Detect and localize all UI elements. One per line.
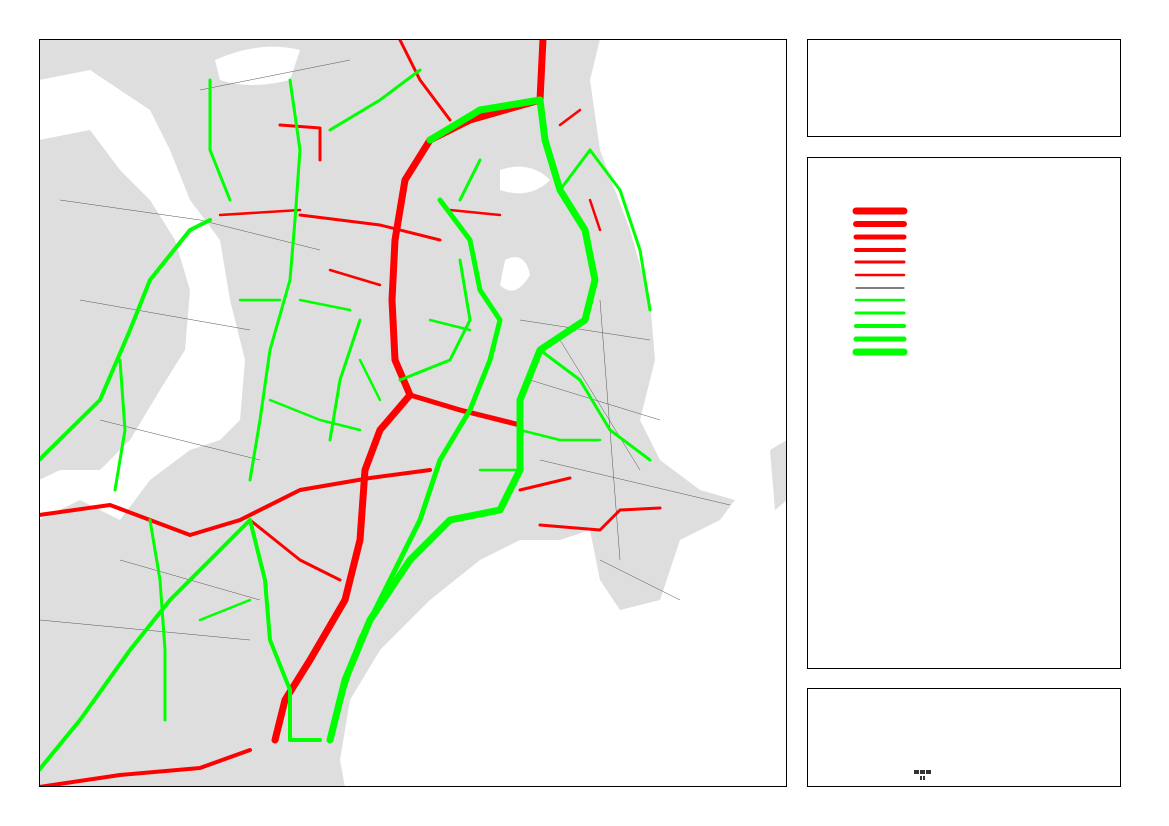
land-west-2 [39,130,190,480]
green-roads [39,68,652,772]
legend [852,207,908,356]
map-frame [39,39,787,787]
island [770,440,787,510]
lake [500,257,530,291]
lake [500,166,550,194]
lake [215,46,300,85]
legend-panel [807,157,1121,669]
map [39,39,787,787]
logo [914,770,931,780]
title-panel [807,39,1121,137]
land [39,39,735,787]
info-panel [807,688,1121,787]
